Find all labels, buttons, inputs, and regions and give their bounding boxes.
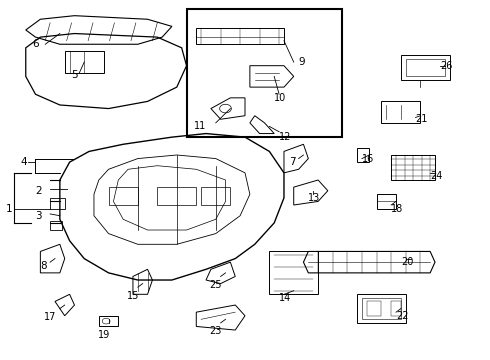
Bar bbox=[50, 221, 62, 230]
Bar bbox=[391, 155, 435, 180]
Text: 9: 9 bbox=[298, 57, 305, 67]
Text: 8: 8 bbox=[40, 261, 47, 271]
Text: 2: 2 bbox=[35, 186, 42, 196]
Bar bbox=[401, 55, 450, 80]
Text: 5: 5 bbox=[71, 70, 78, 80]
Text: 3: 3 bbox=[35, 211, 42, 221]
Text: 1: 1 bbox=[6, 203, 13, 213]
Text: 13: 13 bbox=[308, 193, 320, 203]
Bar bbox=[270, 251, 318, 294]
Bar bbox=[196, 28, 284, 44]
Bar bbox=[406, 59, 445, 76]
Text: 18: 18 bbox=[391, 203, 403, 213]
Bar bbox=[187, 9, 343, 137]
Bar bbox=[157, 187, 196, 205]
Bar bbox=[109, 187, 138, 205]
Bar bbox=[376, 194, 396, 208]
Text: 15: 15 bbox=[127, 291, 139, 301]
Text: 23: 23 bbox=[210, 327, 222, 337]
Bar bbox=[391, 301, 401, 316]
Bar bbox=[50, 198, 65, 208]
Text: 20: 20 bbox=[401, 257, 413, 267]
Text: 24: 24 bbox=[430, 171, 442, 181]
Text: 25: 25 bbox=[210, 280, 222, 290]
Bar bbox=[362, 298, 401, 319]
Text: 11: 11 bbox=[194, 121, 206, 131]
Text: 10: 10 bbox=[274, 93, 287, 103]
Text: 4: 4 bbox=[21, 157, 27, 167]
Bar bbox=[357, 294, 406, 323]
Text: 19: 19 bbox=[98, 330, 110, 340]
Text: 21: 21 bbox=[416, 114, 428, 124]
Text: 6: 6 bbox=[32, 39, 39, 49]
Text: 12: 12 bbox=[279, 132, 292, 142]
Text: 16: 16 bbox=[362, 154, 374, 163]
Bar bbox=[367, 301, 381, 316]
Text: 26: 26 bbox=[440, 61, 452, 71]
Bar bbox=[381, 102, 420, 123]
Bar bbox=[357, 148, 369, 162]
Bar bbox=[201, 187, 230, 205]
Text: 22: 22 bbox=[396, 311, 409, 321]
Bar bbox=[65, 51, 104, 73]
Text: 14: 14 bbox=[279, 293, 292, 303]
Text: 7: 7 bbox=[289, 157, 295, 167]
Text: 17: 17 bbox=[44, 312, 56, 322]
Bar bbox=[99, 316, 118, 327]
